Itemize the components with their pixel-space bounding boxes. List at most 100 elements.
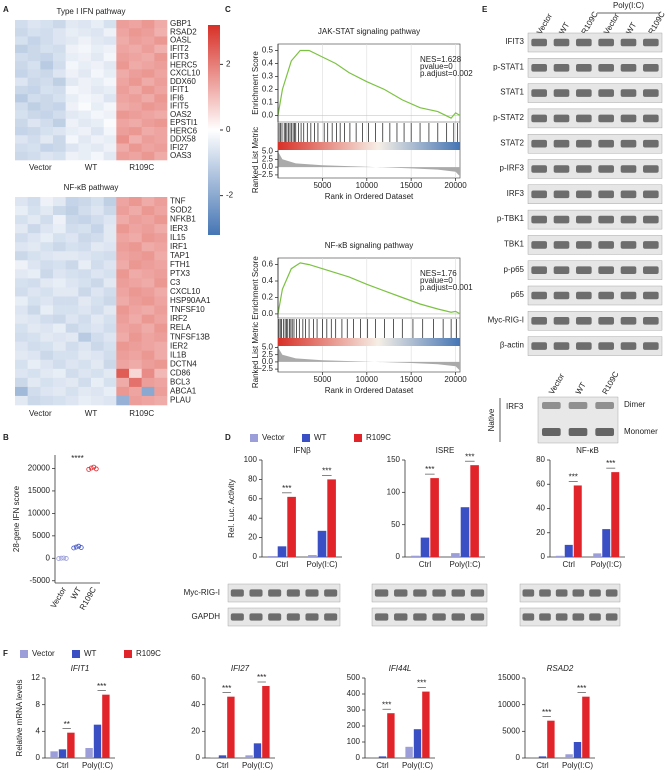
heatmap-cell [116, 118, 130, 128]
heatmap-cell [141, 377, 155, 388]
heatmap-cell [116, 332, 130, 342]
blot-band [643, 342, 659, 350]
x-tick-label: Ctrl [56, 761, 69, 770]
heatmap-cell [91, 102, 104, 111]
bar [308, 555, 317, 557]
heatmap-cell [103, 135, 117, 144]
heatmap-cell [27, 332, 41, 342]
heatmap-cell [27, 36, 41, 46]
blot-band [598, 38, 614, 47]
blot-band [643, 89, 659, 97]
heatmap-cell [129, 151, 142, 161]
heatmap-cell [154, 77, 168, 87]
heatmap-cell [103, 269, 117, 279]
blot-band [531, 38, 547, 47]
gene-label: OASL [170, 36, 192, 45]
heatmap-cell [40, 102, 54, 111]
heatmap-cell [154, 359, 168, 370]
gene-label: CXCL10 [170, 287, 201, 296]
y-tick-label: 150 [387, 455, 401, 464]
heatmap-cell [141, 224, 155, 234]
group-label: Vector [29, 409, 52, 418]
blot-label: IRF3 [506, 402, 524, 411]
panel-label: D [225, 433, 231, 442]
heatmap-cell [129, 44, 142, 54]
heatmap-cell [91, 377, 104, 388]
blot-band [568, 428, 588, 436]
heatmap-cell [91, 151, 104, 161]
y-axis-label: Relative mRNA levels [15, 680, 24, 757]
heatmap-cell [15, 287, 28, 297]
significance: *** [542, 708, 551, 717]
gene-label: TAP1 [170, 251, 190, 260]
legend-label: Vector [262, 433, 285, 442]
heatmap-cell [65, 61, 79, 70]
heatmap-cell [27, 233, 41, 243]
heatmap-cell [78, 102, 92, 111]
gene-label: IFIT2 [170, 44, 189, 53]
heatmap-cell [91, 85, 104, 95]
heatmap-cell [15, 143, 28, 153]
heatmap-cell [27, 127, 41, 136]
gene-label: EPSTI1 [170, 118, 198, 127]
heatmap-cell [129, 36, 142, 46]
heatmap-cell [141, 61, 155, 70]
y-tick-label: 100 [244, 455, 258, 464]
y-tick-label: 80 [248, 475, 257, 484]
heatmap-cell [116, 242, 130, 252]
heatmap-cell [65, 314, 79, 324]
heatmap-cell [65, 386, 79, 397]
heatmap-cell [65, 143, 79, 153]
y-tick-label: 40 [248, 513, 257, 522]
heatmap-cell [40, 20, 54, 29]
y-tick-label: 10000 [498, 700, 521, 709]
blot-band [553, 89, 570, 97]
blot-band [643, 139, 659, 148]
heatmap-cell [129, 52, 142, 62]
blot-band [230, 589, 244, 597]
heatmap-cell [78, 127, 92, 136]
y-tick-label: 5.0 [262, 147, 274, 156]
blot-band [553, 317, 570, 325]
heatmap-cell [27, 143, 41, 153]
heatmap-cell [154, 269, 168, 279]
heatmap-cell [129, 278, 142, 288]
heatmap-cell [129, 20, 142, 29]
blot-band [620, 190, 637, 199]
heatmap-cell [27, 305, 41, 315]
y-tick-label: 20 [191, 726, 200, 735]
heatmap-cell [53, 69, 66, 78]
gene-label: HERC6 [170, 126, 198, 135]
y-tick-label: 5000 [502, 726, 520, 735]
data-point [73, 544, 79, 550]
heatmap-cell [91, 77, 104, 87]
heatmap-cell [116, 296, 130, 306]
heatmap-cell [116, 69, 130, 78]
blot-band [249, 613, 263, 621]
heatmap-cell [15, 269, 28, 279]
heatmap-cell [103, 36, 117, 46]
gene-label: HSP90AA1 [170, 296, 211, 305]
heatmap-cell [116, 269, 130, 279]
blot-band [553, 114, 570, 123]
heatmap-cell [65, 110, 79, 120]
heatmap-cell [141, 118, 155, 128]
heatmap-cell [91, 36, 104, 46]
heatmap-cell [53, 20, 66, 29]
heatmap-cell [78, 269, 92, 279]
heatmap-cell [154, 118, 168, 128]
heatmap-cell [103, 197, 117, 207]
blot-label: IFIT3 [505, 37, 524, 46]
blot-band [589, 589, 601, 597]
blot-bg [527, 184, 663, 205]
blot-band [531, 342, 547, 350]
heatmap-cell [116, 206, 130, 216]
heatmap-cell [116, 359, 130, 370]
heatmap-cell [15, 94, 28, 103]
panel-label: A [3, 5, 9, 14]
heatmap-cell [91, 44, 104, 54]
group-label: R109C [129, 163, 154, 172]
panel-label: B [3, 433, 9, 442]
heatmap-cell [78, 368, 92, 379]
blot-band [620, 114, 637, 123]
